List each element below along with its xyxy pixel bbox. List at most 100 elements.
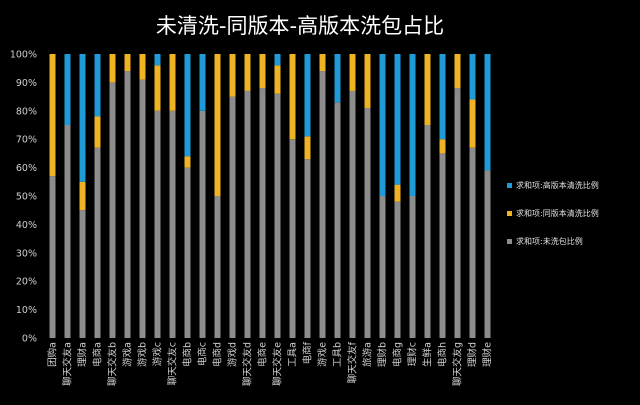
bar-segment-same-version <box>214 54 221 196</box>
x-tick-label: 聊天交友c <box>167 342 179 385</box>
bar-segment-unwashed <box>334 102 341 338</box>
x-tick-label: 游戏b <box>137 342 149 367</box>
legend-swatch <box>507 211 512 216</box>
bar-segment-same-version <box>394 184 401 202</box>
bar-segment-higher-version <box>469 54 476 100</box>
x-tick-label: 电商h <box>437 342 449 367</box>
y-tick-label: 80% <box>16 106 37 117</box>
legend-label: 求和项:高版本清洗比例 <box>516 180 599 190</box>
bar-segment-same-version <box>439 139 446 154</box>
bar-segment-same-version <box>289 54 296 140</box>
bar-segment-higher-version <box>379 54 386 196</box>
x-tick-label: 工具a <box>288 342 299 367</box>
bar-segment-higher-version <box>274 54 281 66</box>
bar-segment-same-version <box>424 54 431 125</box>
bar-segment-higher-version <box>304 54 311 137</box>
bar-segment-unwashed <box>454 88 461 338</box>
x-tick-label: 聊天交友f <box>347 341 359 383</box>
bar-area <box>49 54 491 339</box>
x-tick-label: 理财b <box>377 342 389 367</box>
bar-segment-same-version <box>244 54 251 91</box>
x-tick-label: 电商b <box>182 342 194 367</box>
bar-segment-unwashed <box>109 82 116 339</box>
y-axis: 0% 10% 20% 30% 40% 50% 60% 70% 80% 90% 100% <box>10 50 37 345</box>
bar-segment-unwashed <box>274 93 281 338</box>
x-tick-label: 聊天交友g <box>452 342 464 386</box>
bar-segment-same-version <box>364 54 371 108</box>
x-axis-labels: 团购a 聊天交友a 理财a 电商a 聊天交友b 游戏a 游戏b 游戏c 聊天交友c 电商b 电商c 电… <box>47 341 494 386</box>
bar-segment-same-version <box>94 116 101 148</box>
x-tick-label: 理财c <box>407 342 419 366</box>
bar-segment-unwashed <box>394 201 401 338</box>
legend-label: 求和项:同版本清洗比例 <box>516 208 599 218</box>
x-tick-label: 旅游a <box>362 342 374 367</box>
y-tick-label: 50% <box>16 192 37 203</box>
bar-segment-unwashed <box>124 71 131 338</box>
bar-segment-higher-version <box>334 54 341 103</box>
bar-segment-same-version <box>274 65 281 94</box>
bar-segment-higher-version <box>79 54 86 182</box>
bar-segment-same-version <box>79 181 86 211</box>
x-tick-label: 聊天交友b <box>107 342 119 386</box>
bar-segment-unwashed <box>79 210 86 338</box>
bar-segment-unwashed <box>139 79 146 338</box>
bar-segment-same-version <box>259 54 266 89</box>
x-tick-label: 电商e <box>257 342 269 367</box>
bar-segment-unwashed <box>364 107 371 339</box>
y-tick-label: 100% <box>10 50 37 61</box>
bar-segment-unwashed <box>349 90 356 338</box>
bar-segment-higher-version <box>94 54 101 117</box>
bar-segment-unwashed <box>94 147 101 338</box>
x-tick-label: 电商c <box>197 342 209 366</box>
bar-segment-same-version <box>184 156 191 168</box>
x-tick-label: 理财e <box>482 342 494 367</box>
x-tick-label: 电商f <box>302 341 314 364</box>
bar-segment-higher-version <box>154 54 161 66</box>
bar-segment-same-version <box>154 65 161 111</box>
bar-segment-unwashed <box>244 90 251 338</box>
bar-segment-unwashed <box>289 139 296 338</box>
bar-segment-unwashed <box>259 88 266 338</box>
chart-title: 未清洗-同版本-高版本洗包占比 <box>156 14 444 38</box>
bar-segment-unwashed <box>424 125 431 338</box>
bar-segment-unwashed <box>319 71 326 338</box>
y-tick-label: 10% <box>16 305 37 316</box>
y-tick-label: 30% <box>16 248 37 259</box>
bar-segment-same-version <box>124 54 131 72</box>
bar-segment-same-version <box>454 54 461 89</box>
bar-segment-unwashed <box>379 196 386 338</box>
bar-segment-higher-version <box>199 54 206 111</box>
x-tick-label: 生鲜a <box>422 342 434 367</box>
x-tick-label: 理财a <box>77 342 89 367</box>
bar-segment-same-version <box>469 99 476 148</box>
bar-segment-higher-version <box>484 54 491 171</box>
x-tick-label: 聊天交友e <box>272 342 284 386</box>
bar-segment-higher-version <box>64 54 71 125</box>
bar-segment-same-version <box>229 54 236 97</box>
y-tick-label: 60% <box>16 163 37 174</box>
bar-segment-same-version <box>49 54 56 177</box>
legend-label: 求和项:未洗包比例 <box>516 236 583 246</box>
bar-segment-same-version <box>304 136 311 160</box>
bar-segment-higher-version <box>184 54 191 157</box>
bar-segment-unwashed <box>229 96 236 338</box>
bar-segment-same-version <box>139 54 146 80</box>
legend-swatch <box>507 183 512 188</box>
x-tick-label: 游戏c <box>152 342 164 366</box>
bar-segment-higher-version <box>439 54 446 140</box>
y-tick-label: 20% <box>16 277 37 288</box>
bar-segment-unwashed <box>304 159 311 338</box>
bar-segment-unwashed <box>64 125 71 338</box>
y-tick-label: 0% <box>22 334 37 345</box>
bar-segment-unwashed <box>439 153 446 338</box>
y-tick-label: 40% <box>16 220 37 231</box>
legend-swatch <box>507 239 512 244</box>
bar-segment-same-version <box>109 54 116 83</box>
bar-segment-unwashed <box>484 170 491 338</box>
bar-segment-unwashed <box>154 110 161 338</box>
x-tick-label: 团购a <box>47 342 59 367</box>
bar-segment-same-version <box>349 54 356 91</box>
x-tick-label: 聊天交友a <box>62 342 74 386</box>
